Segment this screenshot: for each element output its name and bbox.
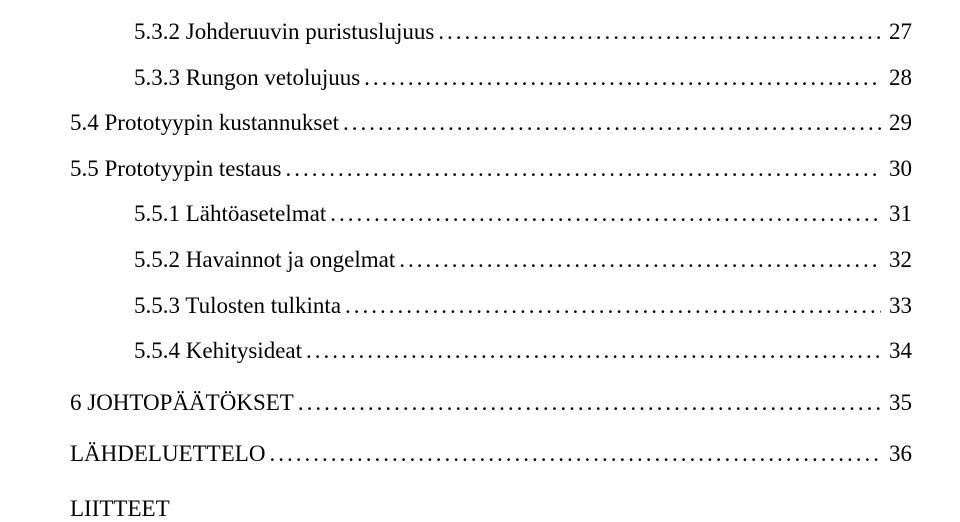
toc-label: 5.5.3 Tulosten tulkinta (134, 292, 341, 320)
toc-entry: 5.4 Prototyypin kustannukset 29 (70, 109, 912, 137)
toc-entry: 5.5.2 Havainnot ja ongelmat 32 (70, 246, 912, 274)
toc-leader (269, 440, 881, 468)
toc-entry: 5.5.3 Tulosten tulkinta 33 (70, 292, 912, 320)
toc-label: 5.5.1 Lähtöasetelmat (134, 200, 326, 228)
toc-page: 33 (885, 292, 912, 320)
toc-page: 27 (885, 18, 912, 46)
toc-leader (364, 64, 881, 92)
toc-page: 36 (885, 440, 912, 468)
toc-entry-major: 6 JOHTOPÄÄTÖKSET 35 (70, 389, 912, 417)
toc-leader (306, 337, 881, 365)
toc-label: LIITTEET (70, 496, 170, 521)
toc-leader (438, 18, 881, 46)
toc-page: 31 (885, 200, 912, 228)
toc-container: 5.3.2 Johderuuvin puristuslujuus 27 5.3.… (70, 18, 912, 522)
toc-entry: 5.5 Prototyypin testaus 30 (70, 155, 912, 183)
toc-leader (345, 292, 881, 320)
toc-label: LÄHDELUETTELO (70, 440, 265, 468)
toc-label: 5.3.2 Johderuuvin puristuslujuus (134, 18, 434, 46)
toc-entry-noleader: LIITTEET (70, 496, 912, 522)
toc-page: 35 (885, 389, 912, 417)
toc-leader (399, 246, 881, 274)
toc-label: 5.5.4 Kehitysideat (134, 337, 302, 365)
toc-page: 28 (885, 64, 912, 92)
toc-page: 29 (885, 109, 912, 137)
toc-label: 6 JOHTOPÄÄTÖKSET (70, 389, 294, 417)
toc-entry: 5.3.2 Johderuuvin puristuslujuus 27 (70, 18, 912, 46)
toc-label: 5.5.2 Havainnot ja ongelmat (134, 246, 395, 274)
toc-label: 5.4 Prototyypin kustannukset (70, 109, 339, 137)
toc-leader (285, 155, 881, 183)
toc-page: 34 (885, 337, 912, 365)
toc-entry: 5.5.1 Lähtöasetelmat 31 (70, 200, 912, 228)
toc-entry: 5.3.3 Rungon vetolujuus 28 (70, 64, 912, 92)
toc-label: 5.3.3 Rungon vetolujuus (134, 64, 360, 92)
toc-page: 30 (885, 155, 912, 183)
toc-leader (298, 389, 881, 417)
toc-leader (343, 109, 881, 137)
toc-leader (330, 200, 881, 228)
toc-label: 5.5 Prototyypin testaus (70, 155, 281, 183)
toc-page: 32 (885, 246, 912, 274)
toc-entry: 5.5.4 Kehitysideat 34 (70, 337, 912, 365)
toc-entry-major: LÄHDELUETTELO 36 (70, 440, 912, 468)
